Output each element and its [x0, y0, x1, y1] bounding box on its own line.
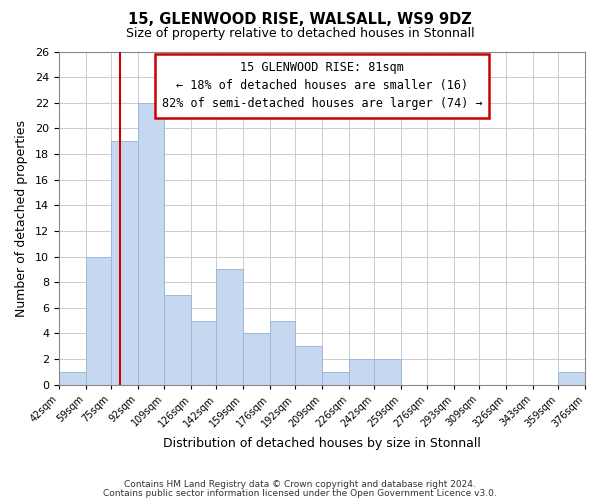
Text: 15 GLENWOOD RISE: 81sqm
← 18% of detached houses are smaller (16)
82% of semi-de: 15 GLENWOOD RISE: 81sqm ← 18% of detache…: [161, 62, 482, 110]
Bar: [191, 320, 217, 384]
Bar: [164, 295, 191, 384]
Bar: [322, 372, 349, 384]
Bar: [111, 141, 137, 384]
Bar: [59, 372, 86, 384]
Bar: [295, 346, 322, 385]
Bar: [217, 270, 243, 384]
Bar: [243, 334, 270, 384]
Text: Contains HM Land Registry data © Crown copyright and database right 2024.: Contains HM Land Registry data © Crown c…: [124, 480, 476, 489]
Bar: [374, 359, 401, 384]
Y-axis label: Number of detached properties: Number of detached properties: [15, 120, 28, 316]
Bar: [137, 103, 164, 384]
Bar: [86, 256, 111, 384]
Bar: [349, 359, 374, 384]
Text: Size of property relative to detached houses in Stonnall: Size of property relative to detached ho…: [125, 28, 475, 40]
Bar: [270, 320, 295, 384]
Bar: [558, 372, 585, 384]
Text: Contains public sector information licensed under the Open Government Licence v3: Contains public sector information licen…: [103, 489, 497, 498]
X-axis label: Distribution of detached houses by size in Stonnall: Distribution of detached houses by size …: [163, 437, 481, 450]
Text: 15, GLENWOOD RISE, WALSALL, WS9 9DZ: 15, GLENWOOD RISE, WALSALL, WS9 9DZ: [128, 12, 472, 28]
